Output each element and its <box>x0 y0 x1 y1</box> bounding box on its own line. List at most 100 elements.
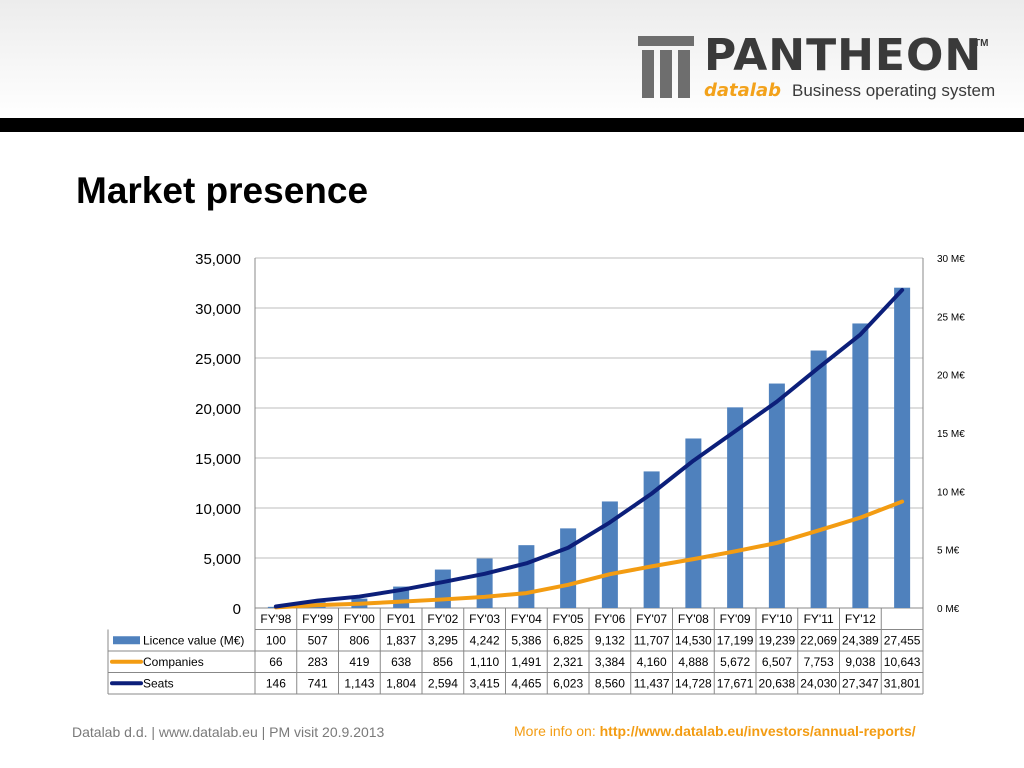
bar-licence-value <box>768 383 785 608</box>
header-divider <box>0 118 1024 132</box>
x-category-label: FY'99 <box>302 612 333 626</box>
table-cell: 20,638 <box>759 676 796 690</box>
table-cell: 806 <box>349 633 369 647</box>
logo-word: PANTHEON <box>704 30 983 81</box>
table-cell: 638 <box>391 655 411 669</box>
x-category-label: FY'10 <box>761 612 792 626</box>
table-cell: 11,437 <box>634 676 670 690</box>
logo-tagline: Business operating system <box>792 81 996 100</box>
y-left-tick-label: 30,000 <box>195 301 241 318</box>
bar-licence-value <box>894 287 911 608</box>
table-cell: 22,069 <box>800 633 837 647</box>
table-cell: 1,143 <box>344 676 374 690</box>
line-seats <box>273 287 905 609</box>
x-category-label: FY01 <box>387 612 416 626</box>
annual-reports-link[interactable]: http://www.datalab.eu/investors/annual-r… <box>599 723 916 739</box>
page-title: Market presence <box>76 170 369 211</box>
y-left-tick-label: 15,000 <box>195 451 241 468</box>
x-category-label: FY'08 <box>678 612 709 626</box>
bar-licence-value <box>560 528 577 608</box>
legend-label: Licence value (M€) <box>143 633 244 647</box>
footer-more-info: More info on: http://www.datalab.eu/inve… <box>514 723 916 739</box>
y-left-tick-label: 20,000 <box>195 401 241 418</box>
legend-label: Seats <box>143 676 174 690</box>
bar-licence-value <box>601 501 618 608</box>
table-cell: 4,888 <box>678 655 708 669</box>
table-cell: 100 <box>266 633 286 647</box>
market-presence-chart: 35,000 30,000 25,000 20,000 15,000 10,000 5,00… <box>107 251 965 695</box>
table-cell: 5,386 <box>511 633 541 647</box>
table-cell: 27,347 <box>842 676 879 690</box>
table-cell: 10,643 <box>884 655 921 669</box>
table-cell: 1,110 <box>470 655 499 669</box>
table-cell: 283 <box>308 655 328 669</box>
table-cell: 6,825 <box>553 633 583 647</box>
footer-prefix: More info on: <box>514 723 600 739</box>
y-right-tick-label: 30 M€ <box>937 254 965 265</box>
table-cell: 5,672 <box>720 655 750 669</box>
table-cell: 2,594 <box>428 676 458 690</box>
bar-licence-value <box>434 569 451 608</box>
y-left-tick-label: 10,000 <box>195 501 241 518</box>
y-right-tick-label: 20 M€ <box>937 371 965 382</box>
table-cell: 146 <box>266 676 286 690</box>
table-cell: 507 <box>308 633 328 647</box>
table-cell: 419 <box>349 655 369 669</box>
x-category-label: FY'12 <box>845 612 876 626</box>
x-category-label: FY'02 <box>427 612 458 626</box>
logo-brand: datalab <box>704 80 781 101</box>
table-cell: 3,295 <box>428 633 458 647</box>
table-cell: 8,560 <box>595 676 625 690</box>
y-right-tick-label: 5 M€ <box>937 546 960 557</box>
table-cell: 4,242 <box>470 633 500 647</box>
table-cell: 4,465 <box>511 676 541 690</box>
bar-licence-value <box>518 545 535 608</box>
table-cell: 11,707 <box>634 633 670 647</box>
table-cell: 24,389 <box>842 633 879 647</box>
y-right-tick-label: 25 M€ <box>937 312 965 323</box>
bar-licence-value <box>727 407 744 608</box>
legend-key-bar <box>113 636 140 645</box>
table-cell: 856 <box>433 655 453 669</box>
table-cell: 6,507 <box>762 655 792 669</box>
table-cell: 17,199 <box>717 633 754 647</box>
header-band <box>0 0 1024 118</box>
table-cell: 3,384 <box>595 655 625 669</box>
table-cell: 31,801 <box>884 676 921 690</box>
x-category-label: FY'03 <box>469 612 500 626</box>
line-companies <box>273 499 905 610</box>
x-category-label: FY'04 <box>511 612 542 626</box>
table-cell: 17,671 <box>717 676 754 690</box>
table-cell: 741 <box>308 676 328 690</box>
bar-licence-value <box>810 350 827 608</box>
table-cell: 66 <box>269 655 283 669</box>
x-category-label: FY'09 <box>720 612 751 626</box>
bar-licence-value <box>852 323 869 608</box>
table-cell: 14,728 <box>675 676 712 690</box>
table-cell: 1,491 <box>511 655 541 669</box>
table-cell: 4,160 <box>637 655 667 669</box>
x-category-label: FY'05 <box>553 612 584 626</box>
table-cell: 2,321 <box>553 655 583 669</box>
x-category-label: FY'06 <box>594 612 625 626</box>
x-category-label: FY'98 <box>260 612 291 626</box>
legend-label: Companies <box>143 655 204 669</box>
y-left-tick-label: 5,000 <box>203 551 241 568</box>
table-cell: 19,239 <box>759 633 796 647</box>
table-cell: 9,132 <box>595 633 625 647</box>
logo-trademark: TM <box>974 38 989 49</box>
y-left-tick-label: 25,000 <box>195 351 241 368</box>
table-cell: 1,837 <box>386 633 416 647</box>
bar-licence-value <box>643 471 660 608</box>
table-cell: 1,804 <box>386 676 416 690</box>
bar-licence-value <box>476 558 493 608</box>
x-category-label: FY'00 <box>344 612 375 626</box>
table-cell: 27,455 <box>884 633 921 647</box>
y-right-tick-label: 15 M€ <box>937 429 965 440</box>
y-left-tick-label: 35,000 <box>195 251 241 268</box>
y-left-tick-label: 0 <box>233 601 241 618</box>
footer-info: Datalab d.d. | www.datalab.eu | PM visit… <box>72 724 385 740</box>
y-right-tick-label: 10 M€ <box>937 487 965 498</box>
table-cell: 6,023 <box>553 676 583 690</box>
pantheon-logo: PANTHEON TM datalab Business operating s… <box>638 32 998 106</box>
